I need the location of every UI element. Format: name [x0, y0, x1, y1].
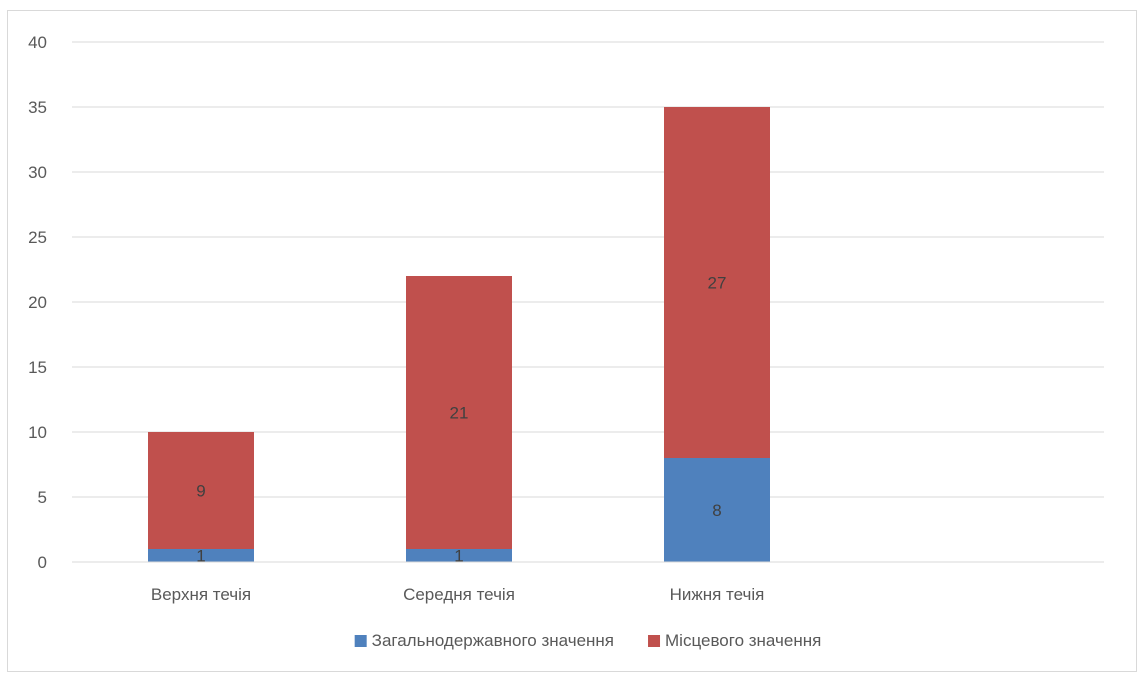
y-tick-label: 30: [28, 163, 47, 182]
bar-segment: [664, 107, 770, 458]
gridlines: [72, 41, 1104, 498]
y-tick-label: 5: [38, 488, 47, 507]
bar-segment: [148, 549, 254, 562]
legend-swatch: [648, 635, 661, 647]
data-label: 8: [712, 501, 721, 520]
x-tick-label: Нижня течія: [670, 585, 765, 604]
bar-segment: [148, 432, 254, 549]
bar-segment: [664, 458, 770, 562]
legend: Загальнодержавного значення Місцевого зна…: [354, 631, 821, 650]
data-labels: 1 9 1 21 8 27: [196, 274, 726, 566]
x-tick-label: Верхня течія: [151, 585, 251, 604]
bars: [148, 107, 770, 562]
data-label: 1: [196, 547, 205, 566]
axes: 0 5 10 15 20 25 30 35 40 Верхня течія Середня течі…: [28, 33, 1104, 604]
data-label: 9: [196, 482, 205, 501]
y-tick-label: 35: [28, 98, 47, 117]
y-tick-label: 10: [28, 423, 47, 442]
y-tick-label: 0: [38, 553, 47, 572]
legend-label: Місцевого значення: [665, 631, 821, 650]
data-label: 27: [708, 274, 727, 293]
y-tick-label: 15: [28, 358, 47, 377]
legend-swatch: [354, 635, 367, 647]
y-tick-label: 25: [28, 228, 47, 247]
bar-segment: [406, 276, 512, 549]
y-tick-label: 20: [28, 293, 47, 312]
y-tick-label: 40: [28, 33, 47, 52]
x-tick-label: Середня течія: [403, 585, 515, 604]
legend-label: Загальнодержавного значення: [372, 631, 614, 650]
data-label: 1: [454, 547, 463, 566]
data-label: 21: [450, 404, 469, 423]
bar-segment: [406, 549, 512, 562]
